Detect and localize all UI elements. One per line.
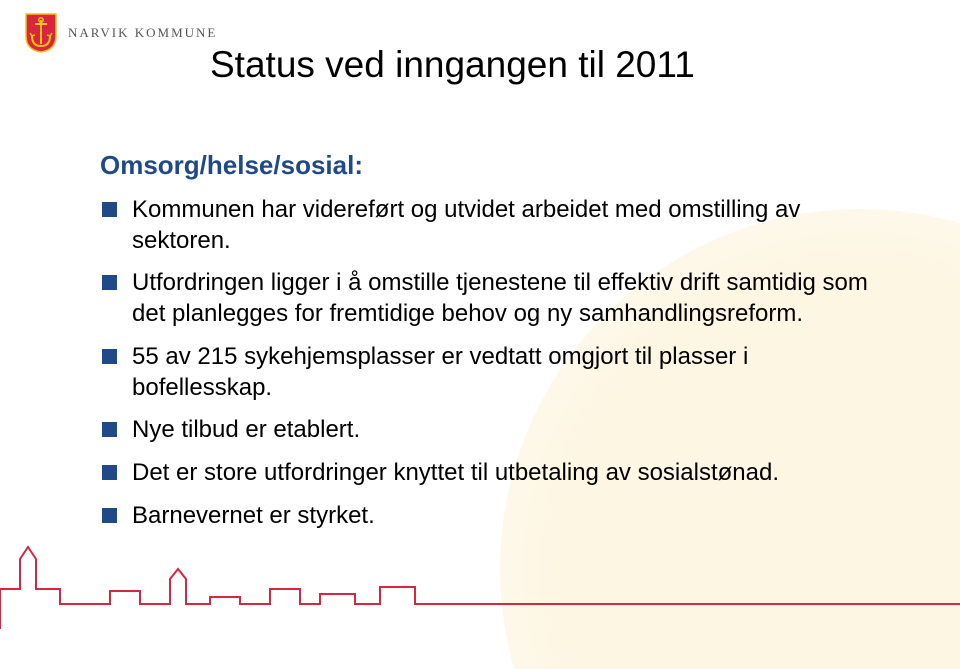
header: NARVIK KOMMUNE [24, 12, 217, 54]
list-item: 55 av 215 sykehjemsplasser er vedtatt om… [100, 342, 880, 403]
list-item: Utfordringen ligger i å omstille tjenest… [100, 268, 880, 329]
list-item: Nye tilbud er etablert. [100, 415, 880, 446]
list-item: Kommunen har videreført og utvidet arbei… [100, 195, 880, 256]
list-item: Det er store utfordringer knyttet til ut… [100, 458, 880, 489]
list-item: Barnevernet er styrket. [100, 501, 880, 532]
section-heading: Omsorg/helse/sosial: [100, 150, 880, 181]
slide-title: Status ved inngangen til 2011 [210, 44, 695, 86]
content-area: Omsorg/helse/sosial: Kommunen har videre… [100, 150, 880, 543]
shield-logo-icon [24, 12, 58, 54]
org-name: NARVIK KOMMUNE [68, 25, 217, 41]
bullet-list: Kommunen har videreført og utvidet arbei… [100, 195, 880, 531]
